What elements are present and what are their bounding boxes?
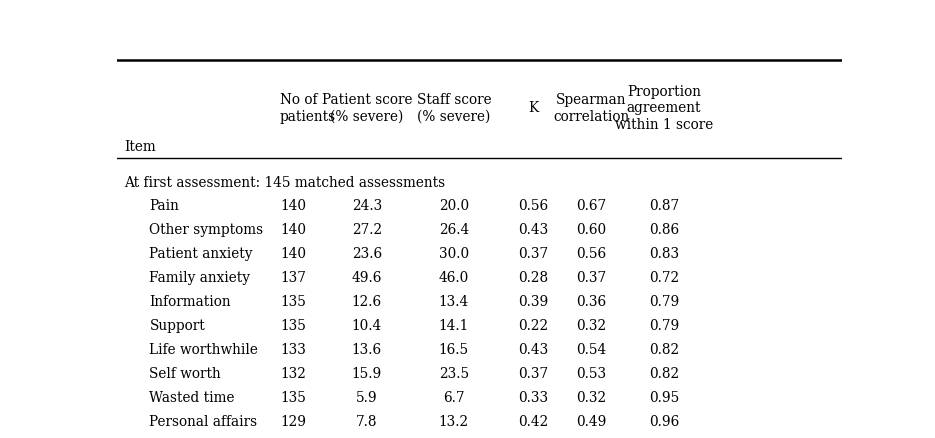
Text: 0.83: 0.83: [649, 247, 679, 261]
Text: 0.79: 0.79: [649, 319, 679, 333]
Text: 0.53: 0.53: [577, 367, 607, 381]
Text: 0.43: 0.43: [518, 343, 549, 357]
Text: 30.0: 30.0: [439, 247, 468, 261]
Text: Spearman
correlation: Spearman correlation: [554, 93, 629, 123]
Text: 26.4: 26.4: [439, 223, 469, 237]
Text: 135: 135: [280, 391, 306, 405]
Text: Personal affairs: Personal affairs: [150, 414, 258, 428]
Text: 0.37: 0.37: [577, 271, 607, 285]
Text: 13.2: 13.2: [439, 414, 468, 428]
Text: 0.56: 0.56: [577, 247, 607, 261]
Text: 0.33: 0.33: [519, 391, 549, 405]
Text: 0.86: 0.86: [649, 223, 679, 237]
Text: 0.82: 0.82: [649, 367, 679, 381]
Text: 27.2: 27.2: [352, 223, 381, 237]
Text: 0.37: 0.37: [519, 367, 549, 381]
Text: 133: 133: [280, 343, 306, 357]
Text: 0.96: 0.96: [649, 414, 679, 428]
Text: 0.28: 0.28: [519, 271, 549, 285]
Text: 15.9: 15.9: [352, 367, 382, 381]
Text: Patient anxiety: Patient anxiety: [150, 247, 253, 261]
Text: 13.4: 13.4: [439, 295, 469, 309]
Text: 135: 135: [280, 319, 306, 333]
Text: Information: Information: [150, 295, 231, 309]
Text: 0.87: 0.87: [649, 199, 679, 213]
Text: 0.36: 0.36: [577, 295, 607, 309]
Text: Pain: Pain: [150, 199, 180, 213]
Text: 23.6: 23.6: [352, 247, 381, 261]
Text: 23.5: 23.5: [439, 367, 468, 381]
Text: 10.4: 10.4: [352, 319, 382, 333]
Text: 49.6: 49.6: [352, 271, 382, 285]
Text: 7.8: 7.8: [356, 414, 378, 428]
Text: 140: 140: [280, 223, 306, 237]
Text: 0.72: 0.72: [649, 271, 679, 285]
Text: K: K: [528, 101, 539, 115]
Text: 0.79: 0.79: [649, 295, 679, 309]
Text: 0.32: 0.32: [577, 319, 607, 333]
Text: Staff score
(% severe): Staff score (% severe): [416, 93, 491, 123]
Text: 0.54: 0.54: [576, 343, 607, 357]
Text: 0.82: 0.82: [649, 343, 679, 357]
Text: Item: Item: [124, 140, 156, 154]
Text: 5.9: 5.9: [356, 391, 378, 405]
Text: 129: 129: [280, 414, 306, 428]
Text: 0.49: 0.49: [576, 414, 607, 428]
Text: 140: 140: [280, 199, 306, 213]
Text: At first assessment: 145 matched assessments: At first assessment: 145 matched assessm…: [124, 176, 445, 189]
Text: Other symptoms: Other symptoms: [150, 223, 264, 237]
Text: 132: 132: [280, 367, 306, 381]
Text: 46.0: 46.0: [439, 271, 469, 285]
Text: 137: 137: [280, 271, 306, 285]
Text: 135: 135: [280, 295, 306, 309]
Text: 6.7: 6.7: [443, 391, 465, 405]
Text: 16.5: 16.5: [439, 343, 468, 357]
Text: 0.56: 0.56: [519, 199, 549, 213]
Text: 0.32: 0.32: [577, 391, 607, 405]
Text: 0.39: 0.39: [518, 295, 549, 309]
Text: 0.42: 0.42: [518, 414, 549, 428]
Text: Wasted time: Wasted time: [150, 391, 235, 405]
Text: Support: Support: [150, 319, 206, 333]
Text: 0.37: 0.37: [519, 247, 549, 261]
Text: 0.22: 0.22: [519, 319, 549, 333]
Text: 0.67: 0.67: [577, 199, 607, 213]
Text: Family anxiety: Family anxiety: [150, 271, 251, 285]
Text: 0.95: 0.95: [649, 391, 679, 405]
Text: Self worth: Self worth: [150, 367, 222, 381]
Text: 12.6: 12.6: [352, 295, 381, 309]
Text: 13.6: 13.6: [352, 343, 381, 357]
Text: 0.43: 0.43: [518, 223, 549, 237]
Text: 140: 140: [280, 247, 306, 261]
Text: No of
patients: No of patients: [280, 93, 336, 123]
Text: Life worthwhile: Life worthwhile: [150, 343, 258, 357]
Text: 0.60: 0.60: [577, 223, 607, 237]
Text: Patient score
(% severe): Patient score (% severe): [322, 93, 412, 123]
Text: 14.1: 14.1: [439, 319, 469, 333]
Text: 24.3: 24.3: [352, 199, 382, 213]
Text: Proportion
agreement
within 1 score: Proportion agreement within 1 score: [615, 85, 713, 131]
Text: 20.0: 20.0: [439, 199, 468, 213]
